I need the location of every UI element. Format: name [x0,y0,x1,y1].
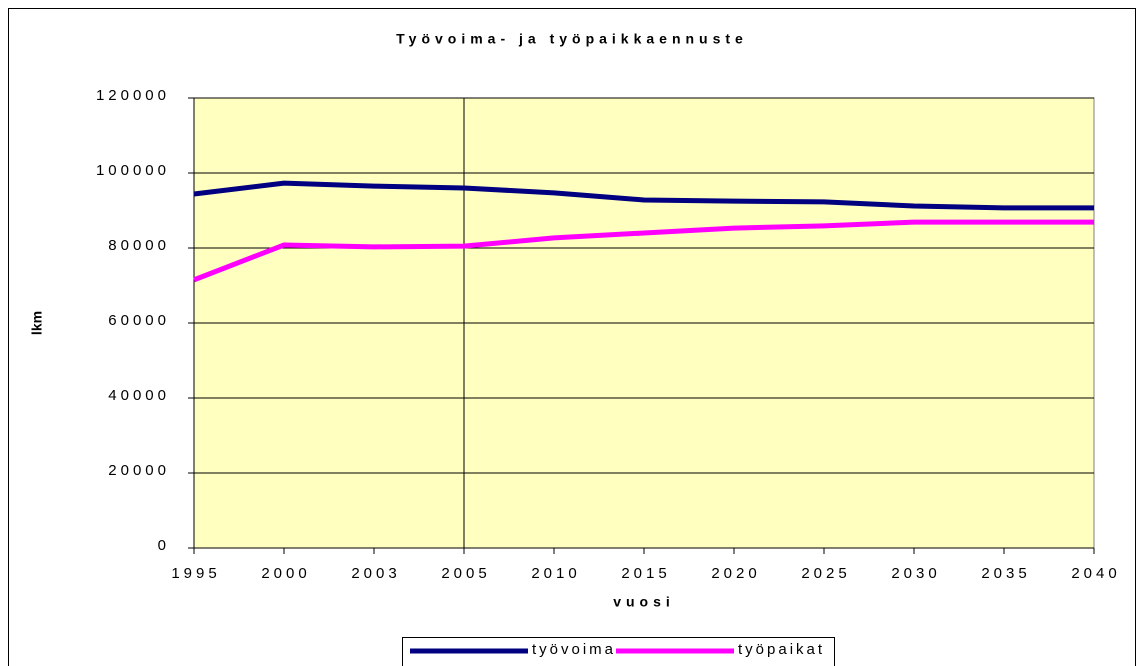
x-tick-label: 2015 [621,565,670,582]
y-tick-label: 20000 [108,462,170,479]
y-axis-label: lkm [29,311,45,335]
y-tick-label: 100000 [96,162,170,179]
x-tick-label: 2040 [1071,565,1120,582]
x-axis-label: vuosi [613,594,675,610]
series-line [193,219,1094,283]
series-line [193,180,1094,211]
y-tick-label: 0 [158,537,170,554]
x-tick-label: 2035 [981,565,1030,582]
x-tick-label: 2005 [441,565,490,582]
y-tick-label: 120000 [96,87,170,104]
x-tick-label: 2010 [531,565,580,582]
x-tick-label: 2025 [801,565,850,582]
y-tick-label: 80000 [108,237,170,254]
x-tick-label: 2030 [891,565,940,582]
legend-label: työvoima [532,641,616,658]
y-tick-label: 40000 [108,387,170,404]
x-tick-label: 2000 [261,565,310,582]
legend-label: työpaikat [738,641,825,658]
chart-title: Työvoima- ja työpaikkaennuste [396,31,748,47]
x-tick-label: 2003 [351,565,400,582]
y-tick-label: 60000 [108,312,170,329]
x-tick-label: 2020 [711,565,760,582]
x-tick-label: 1995 [171,565,220,582]
